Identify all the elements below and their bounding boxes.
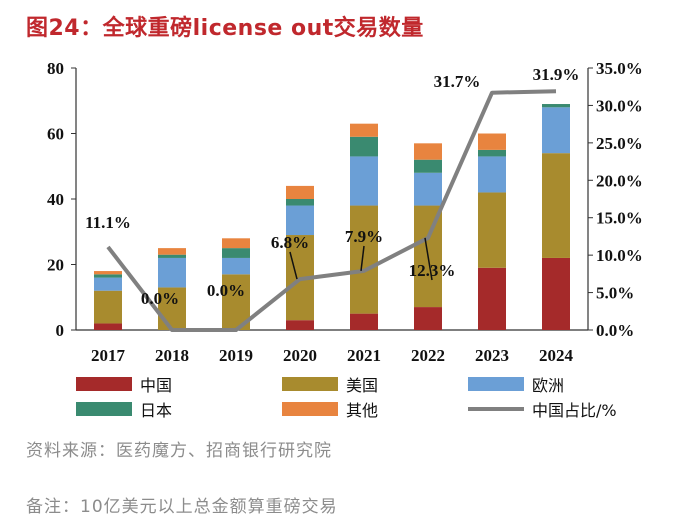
y-left-tick-label: 80 bbox=[47, 59, 64, 78]
bar-segment bbox=[286, 199, 314, 206]
y-right-tick-label: 10.0% bbox=[596, 246, 643, 265]
legend-item-usa: 美国 bbox=[282, 372, 378, 396]
bar-segment bbox=[478, 267, 506, 330]
bar-segment bbox=[94, 323, 122, 330]
data-labels: 11.1% 0.0% 0.0% 6.8% 7.9% 12.3% 31.7% 31.9% bbox=[85, 65, 579, 308]
y-right-tick-label: 15.0% bbox=[596, 209, 643, 228]
bar-segment bbox=[158, 248, 186, 255]
x-tick-label: 2021 bbox=[347, 346, 381, 365]
x-tick-label: 2017 bbox=[91, 346, 126, 365]
bar-segment bbox=[222, 257, 250, 275]
y-left-tick-label: 20 bbox=[47, 256, 64, 275]
bar-segment bbox=[158, 287, 186, 330]
legend: 中国 美国 欧洲 日本 其他 中国占比/% bbox=[0, 370, 693, 420]
y-right-tick-label: 5.0% bbox=[596, 284, 634, 303]
bar-segment bbox=[286, 320, 314, 330]
share-line-path bbox=[106, 89, 557, 332]
y-left-tick-label: 40 bbox=[47, 190, 64, 209]
x-tick-label: 2018 bbox=[155, 346, 189, 365]
label-leader-line bbox=[424, 237, 433, 281]
bar-segment bbox=[350, 136, 378, 157]
y-right-tick-label: 25.0% bbox=[596, 134, 643, 153]
label-leader-line bbox=[289, 251, 298, 280]
y-right-tick-label: 20.0% bbox=[596, 171, 643, 190]
legend-label-japan: 日本 bbox=[140, 401, 173, 420]
bar-segment bbox=[542, 153, 570, 258]
x-tick-label: 2023 bbox=[475, 346, 509, 365]
bar-segment bbox=[94, 277, 122, 291]
share-data-label: 7.9% bbox=[345, 227, 383, 246]
label-leader-line bbox=[360, 245, 365, 271]
bar-segment bbox=[414, 143, 442, 160]
legend-label-usa: 美国 bbox=[346, 376, 379, 395]
legend-swatch-europe bbox=[468, 377, 524, 391]
chart-svg: 0 20 40 60 80 0.0% 5.0% 10.0% 15.0% 20.0% 25.0% 30.… bbox=[47, 59, 643, 365]
bar-segment bbox=[158, 257, 186, 288]
bar-segment bbox=[478, 192, 506, 268]
legend-swatch-china bbox=[76, 377, 132, 391]
legend-label-europe: 欧洲 bbox=[532, 376, 565, 395]
chart-title: 图24：全球重磅license out交易数量 bbox=[26, 16, 424, 41]
share-data-label: 12.3% bbox=[409, 261, 456, 280]
x-tick-label: 2019 bbox=[219, 346, 253, 365]
bar-segment bbox=[286, 185, 314, 199]
legend-label-other: 其他 bbox=[346, 401, 379, 420]
share-data-label: 0.0% bbox=[207, 281, 245, 300]
legend-swatch-usa bbox=[282, 377, 338, 391]
y-right-tick-label: 0.0% bbox=[596, 321, 634, 340]
bar-segment bbox=[478, 156, 506, 193]
bar-segment bbox=[286, 205, 314, 236]
bars bbox=[94, 104, 570, 330]
share-data-label: 6.8% bbox=[271, 233, 309, 252]
bar-segment bbox=[350, 313, 378, 330]
legend-item-other: 其他 bbox=[282, 397, 378, 421]
share-data-label: 0.0% bbox=[141, 289, 179, 308]
x-tick-label: 2022 bbox=[411, 346, 445, 365]
bar-segment bbox=[222, 238, 250, 249]
bar-segment bbox=[222, 248, 250, 258]
bar-segment bbox=[350, 123, 378, 137]
x-tick-label: 2020 bbox=[283, 346, 317, 365]
legend-swatch-china-share bbox=[468, 407, 524, 411]
bar-segment bbox=[542, 107, 570, 154]
bar-segment bbox=[542, 104, 570, 108]
bar-segment bbox=[158, 254, 186, 258]
y-right-tick-label: 30.0% bbox=[596, 96, 643, 115]
footnote: 备注：10亿美元以上总金额算重磅交易 bbox=[26, 497, 338, 517]
y-left-tick-label: 60 bbox=[47, 125, 64, 144]
legend-swatch-other bbox=[282, 402, 338, 416]
bar-segment bbox=[414, 307, 442, 330]
share-data-label: 31.7% bbox=[434, 72, 481, 91]
bar-segment bbox=[414, 159, 442, 173]
legend-swatch-japan bbox=[76, 402, 132, 416]
bar-segment bbox=[350, 205, 378, 314]
share-data-label: 11.1% bbox=[85, 213, 131, 232]
bar-segment bbox=[414, 172, 442, 206]
y-left-tick-label: 0 bbox=[56, 321, 65, 340]
bar-segment bbox=[542, 257, 570, 330]
bar-segment bbox=[478, 149, 506, 157]
share-data-label: 31.9% bbox=[533, 65, 580, 84]
share-line bbox=[106, 89, 557, 332]
x-tick-label: 2024 bbox=[539, 346, 574, 365]
bar-segment bbox=[94, 274, 122, 278]
bar-segment bbox=[94, 271, 122, 275]
legend-item-china-share: 中国占比/% bbox=[468, 397, 617, 421]
legend-label-china: 中国 bbox=[140, 376, 173, 395]
legend-label-china-share: 中国占比/% bbox=[532, 401, 617, 420]
y-right-tick-label: 35.0% bbox=[596, 59, 643, 78]
legend-item-japan: 日本 bbox=[76, 397, 172, 421]
legend-item-china: 中国 bbox=[76, 372, 172, 396]
bar-segment bbox=[478, 133, 506, 150]
bar-segment bbox=[94, 290, 122, 324]
source-note: 资料来源：医药魔方、招商银行研究院 bbox=[26, 441, 332, 461]
bar-segment bbox=[350, 156, 378, 206]
legend-item-europe: 欧洲 bbox=[468, 372, 564, 396]
